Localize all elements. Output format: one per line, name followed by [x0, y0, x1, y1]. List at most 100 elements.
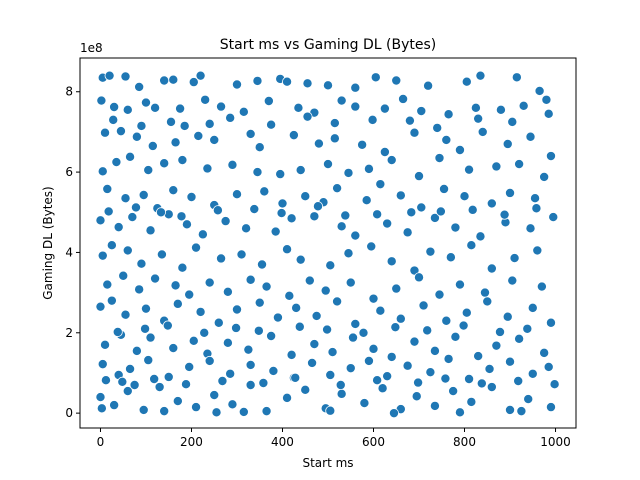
data-point — [530, 193, 541, 204]
data-point — [131, 345, 142, 356]
data-point — [125, 363, 136, 374]
data-point — [136, 258, 147, 269]
data-point — [245, 380, 256, 391]
data-point — [195, 306, 206, 317]
data-point — [227, 399, 238, 410]
data-point — [320, 285, 331, 296]
data-point — [261, 281, 272, 292]
data-point — [249, 204, 260, 215]
y-axis-offset-label: 1e8 — [80, 41, 103, 55]
data-point — [416, 202, 427, 213]
data-point — [409, 336, 420, 347]
y-tick-label: 6 — [65, 165, 73, 179]
data-point — [350, 230, 361, 241]
data-point — [149, 373, 160, 384]
data-point — [188, 77, 199, 88]
data-point — [268, 365, 279, 376]
data-point — [345, 277, 356, 288]
x-tick-label: 200 — [180, 435, 203, 449]
y-axis: 0 2 4 6 8 — [65, 85, 80, 420]
x-tick-label: 800 — [453, 435, 476, 449]
data-point — [140, 303, 151, 314]
data-point — [336, 95, 347, 106]
data-point — [282, 392, 293, 403]
data-point — [238, 406, 249, 417]
data-point — [300, 384, 311, 395]
data-point — [172, 396, 183, 407]
data-point — [96, 403, 107, 414]
data-point — [108, 114, 119, 125]
data-point — [395, 190, 406, 201]
data-point — [466, 396, 477, 407]
data-point — [495, 326, 506, 337]
data-point — [191, 402, 202, 413]
data-point — [113, 222, 124, 233]
data-point — [238, 106, 249, 117]
data-point — [367, 114, 378, 125]
x-axis: 0 200 400 600 800 1000 — [97, 428, 571, 449]
data-point — [254, 297, 265, 308]
data-point — [345, 363, 356, 374]
x-axis-label: Start ms — [302, 456, 353, 470]
x-tick-label: 1000 — [540, 435, 571, 449]
data-point — [416, 106, 427, 117]
y-tick-label: 8 — [65, 85, 73, 99]
data-point — [391, 75, 402, 86]
data-point — [441, 315, 452, 326]
data-point — [382, 218, 393, 229]
data-point — [382, 371, 393, 382]
data-point — [386, 256, 397, 267]
data-point — [130, 202, 141, 213]
data-point — [118, 270, 129, 281]
data-point — [476, 378, 487, 389]
data-point — [443, 109, 454, 120]
data-point — [216, 101, 227, 112]
data-point — [100, 375, 111, 386]
data-point — [175, 103, 186, 114]
data-point — [443, 353, 454, 364]
data-point — [252, 167, 263, 178]
data-point — [470, 102, 481, 113]
data-point — [309, 211, 320, 222]
data-point — [150, 102, 161, 113]
data-point — [102, 279, 113, 290]
data-point — [159, 406, 170, 417]
data-point — [140, 97, 151, 108]
data-point — [505, 404, 516, 415]
data-point — [202, 163, 213, 174]
data-point — [386, 351, 397, 362]
data-point — [343, 167, 354, 178]
data-point — [429, 345, 440, 356]
data-point — [458, 320, 469, 331]
data-point — [163, 371, 174, 382]
y-tick-label: 2 — [65, 326, 73, 340]
data-point — [125, 151, 136, 162]
data-point — [404, 115, 415, 126]
data-point — [241, 223, 252, 234]
data-point — [199, 327, 210, 338]
data-point — [231, 189, 242, 200]
data-point — [479, 287, 490, 298]
data-point — [222, 286, 233, 297]
data-point — [514, 159, 525, 170]
data-point — [414, 171, 425, 182]
data-point — [272, 312, 283, 323]
data-point — [127, 212, 138, 223]
data-point — [402, 360, 413, 371]
data-point — [445, 252, 456, 263]
data-point — [245, 274, 256, 285]
data-point — [143, 165, 154, 176]
data-point — [423, 80, 434, 91]
data-point — [429, 400, 440, 411]
data-point — [261, 406, 272, 417]
data-point — [475, 70, 486, 81]
data-point — [434, 153, 445, 164]
data-point — [162, 320, 173, 331]
data-point — [411, 391, 422, 402]
data-point — [266, 119, 277, 130]
data-point — [156, 249, 167, 260]
data-point — [231, 322, 242, 333]
data-point — [461, 307, 472, 318]
data-point — [475, 231, 486, 242]
